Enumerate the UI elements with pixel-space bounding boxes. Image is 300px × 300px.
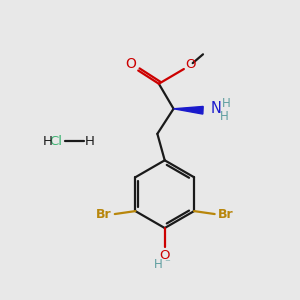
Text: H: H xyxy=(43,135,52,148)
Text: H: H xyxy=(85,135,94,148)
Text: H: H xyxy=(154,258,163,271)
Text: H: H xyxy=(222,97,230,110)
Text: H: H xyxy=(220,110,229,123)
Text: Br: Br xyxy=(96,208,111,220)
Text: N: N xyxy=(211,101,222,116)
Text: ⁻: ⁻ xyxy=(165,258,171,268)
Text: O: O xyxy=(185,58,196,71)
Text: O: O xyxy=(125,57,136,71)
Text: Br: Br xyxy=(218,208,234,220)
Text: Cl: Cl xyxy=(49,135,62,148)
Polygon shape xyxy=(174,106,203,114)
Text: O: O xyxy=(160,249,170,262)
